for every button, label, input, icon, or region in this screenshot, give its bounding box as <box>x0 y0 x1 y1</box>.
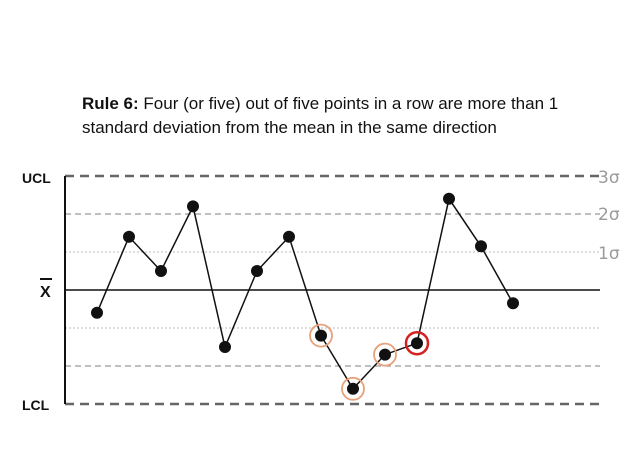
rule-description: Four (or five) out of five points in a r… <box>82 94 559 137</box>
data-series <box>91 192 519 401</box>
data-point <box>379 348 391 361</box>
data-point <box>283 230 295 243</box>
chart-title: Rule 6: Four (or five) out of five point… <box>82 92 627 140</box>
ucl-label: UCL <box>22 170 51 186</box>
data-point <box>155 265 167 277</box>
data-point <box>443 192 455 205</box>
data-point <box>251 265 263 277</box>
series-line <box>96 196 514 391</box>
rule-label: Rule 6: <box>82 94 139 113</box>
data-point <box>187 200 199 213</box>
data-point <box>411 337 423 350</box>
data-point <box>219 341 231 353</box>
violation-ring <box>404 330 430 356</box>
data-point <box>347 382 359 395</box>
data-point <box>315 329 327 342</box>
highlight-ring <box>373 342 397 367</box>
lcl-label: LCL <box>22 397 50 413</box>
data-point <box>123 230 135 243</box>
highlight-ring <box>341 376 365 401</box>
reference-lines <box>65 174 600 406</box>
data-point <box>475 240 487 253</box>
data-point <box>91 306 103 319</box>
data-point <box>507 297 519 310</box>
sigma-1-label: 1σ <box>598 244 620 264</box>
sigma-2-label: 2σ <box>598 205 620 225</box>
highlight-ring <box>309 323 333 348</box>
mean-label: X <box>40 284 51 301</box>
sigma-3-label: 3σ <box>598 168 620 188</box>
